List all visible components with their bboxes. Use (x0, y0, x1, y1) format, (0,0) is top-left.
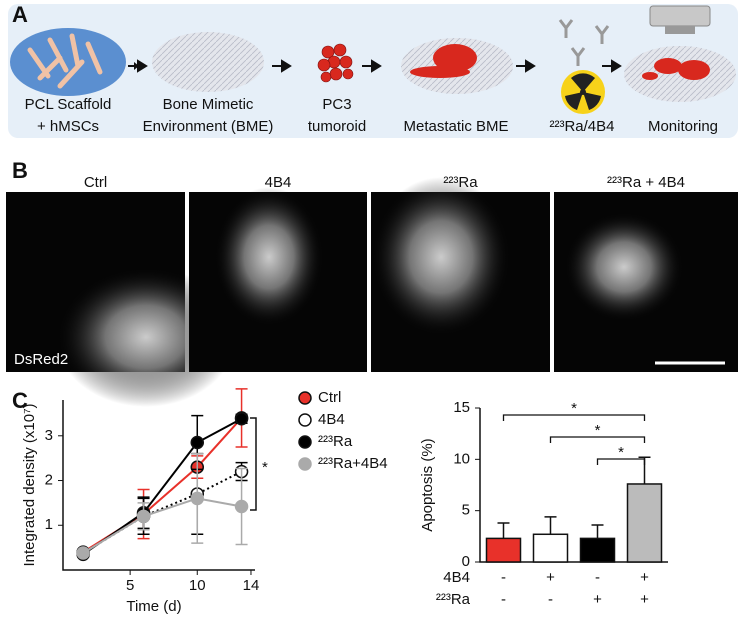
legend-label: Ctrl (318, 389, 341, 406)
y-tick-label: 1 (45, 516, 53, 533)
row-value: + (593, 591, 602, 608)
row-value: - (548, 591, 553, 608)
x-axis-title: Time (d) (126, 598, 181, 615)
significance-bracket (250, 417, 257, 511)
legend-label: 4B4 (318, 411, 345, 428)
arrow-head (137, 59, 148, 73)
row-value: + (640, 591, 649, 608)
row-value: - (501, 591, 506, 608)
x-tick-label: 14 (243, 577, 260, 594)
legend-marker (298, 457, 312, 471)
arrow-head (281, 59, 292, 73)
row-label: 4B4 (443, 569, 470, 586)
arrow-head (371, 59, 382, 73)
row-value: - (595, 569, 600, 586)
legend-label: ²²³Ra (318, 433, 353, 450)
image-title: ²²³Ra + 4B4 (607, 174, 685, 191)
panel-label: A (12, 2, 28, 27)
significance-bracket (502, 414, 646, 421)
significance: * (262, 459, 268, 476)
bar (579, 537, 616, 563)
y-tick-label: 3 (45, 427, 53, 444)
y-tick-label: 5 (462, 502, 470, 519)
data-point (190, 491, 205, 506)
y-tick-label: 15 (453, 399, 470, 416)
cell-signal (564, 212, 684, 322)
y-axis-title: Apoptosis (%) (419, 438, 436, 531)
y-tick-label: 10 (453, 450, 470, 467)
step-label: PC3 (322, 96, 351, 113)
step-label: PCL Scaffold (25, 96, 112, 113)
y-tick-label: 2 (45, 471, 53, 488)
significance: * (595, 422, 601, 439)
series-line (82, 470, 243, 554)
data-point (136, 509, 151, 524)
data-point (76, 546, 90, 560)
significance-bracket (549, 436, 646, 443)
data-point (190, 435, 205, 450)
legend-marker (298, 391, 312, 405)
bar (532, 533, 569, 563)
x-tick-label: 10 (189, 577, 206, 594)
y-axis-title: Integrated density (x10⁷) (21, 403, 38, 566)
significance-bracket (596, 458, 646, 465)
row-value: - (501, 569, 506, 586)
error-bar (591, 524, 604, 539)
series-line (82, 417, 243, 556)
row-value: + (546, 569, 555, 586)
panel-label: C (12, 388, 28, 413)
x-tick-label: 5 (126, 577, 134, 594)
step-label: tumoroid (308, 118, 366, 135)
legend-marker (298, 435, 312, 449)
legend-marker (298, 413, 312, 427)
series-line (82, 497, 242, 554)
marker-label: DsRed2 (14, 351, 68, 368)
y-tick-label: 0 (462, 553, 470, 570)
series-line (82, 417, 243, 553)
step-label: Metastatic BME (403, 118, 508, 135)
step-label: Environment (BME) (143, 118, 274, 135)
arrow-head (525, 59, 536, 73)
significance: * (571, 400, 577, 417)
icons (10, 5, 736, 114)
axis (62, 400, 255, 571)
data-point (234, 499, 249, 514)
row-label: ²²³Ra (436, 591, 471, 608)
error-bar (544, 516, 557, 535)
data-point (234, 412, 249, 426)
significance: * (618, 444, 624, 461)
step-label: Bone Mimetic (163, 96, 254, 113)
arrow-head (611, 59, 622, 73)
error-bar (497, 522, 510, 539)
legend-label: ²²³Ra+4B4 (318, 455, 388, 472)
step-label: Monitoring (648, 118, 718, 135)
cell-signal (214, 187, 324, 327)
panel-label: B (12, 158, 28, 183)
step-label: + hMSCs (37, 118, 99, 135)
image-title: 4B4 (265, 174, 292, 191)
bar (485, 537, 522, 563)
cell-signal (371, 177, 511, 337)
arrows (128, 59, 622, 73)
row-value: + (640, 569, 649, 586)
bar (626, 483, 663, 563)
step-label: ²²³Ra/4B4 (549, 118, 614, 135)
image-title: Ctrl (84, 174, 107, 191)
